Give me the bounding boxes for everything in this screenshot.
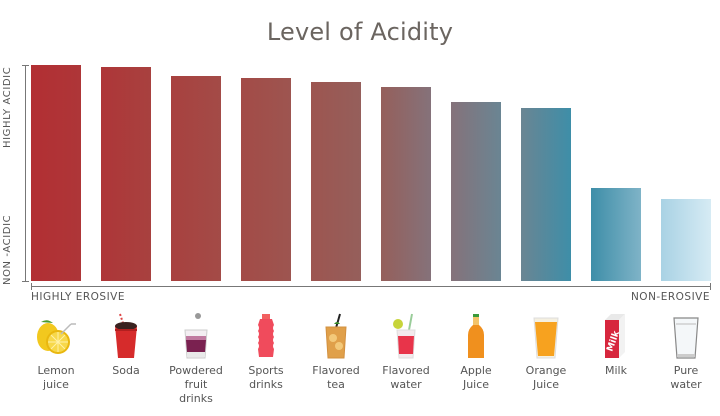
beverage-label-line: fruit: [184, 378, 208, 391]
x-axis-right-tick: [710, 283, 711, 290]
iced-tea-glass-icon: [311, 312, 361, 360]
y-axis-line: [25, 65, 26, 281]
apple-juice-bottle-icon: [451, 312, 501, 360]
beverage-item: Powdered fruit drinks: [161, 312, 231, 406]
beverage-item: Flavored water: [371, 312, 441, 392]
y-label-non-acidic: NON -ACIDIC: [2, 214, 13, 285]
y-axis-top-tick: [22, 65, 29, 66]
beverage-item: Lemon juice: [21, 312, 91, 392]
chart-title: Level of Acidity: [266, 18, 454, 46]
x-label-highly-erosive: HIGHLY EROSIVE: [31, 291, 126, 303]
bar-milk: [591, 188, 641, 281]
beverage-label-line: Juice: [462, 378, 490, 391]
beverage-label-line: Powdered: [169, 364, 223, 377]
beverage-item: Flavored tea: [301, 312, 371, 392]
beverage-label-line: Juice: [532, 378, 560, 391]
water-glass-icon: [661, 312, 711, 360]
beverage-label-line: Apple: [460, 364, 492, 377]
bar-lemon-juice: [31, 65, 81, 281]
x-axis-line: [31, 286, 711, 287]
soda-cup-icon: [101, 312, 151, 360]
x-axis-left-tick: [31, 283, 32, 290]
beverage-label-line: water: [390, 378, 422, 391]
beverage-label-line: drinks: [179, 392, 213, 405]
beverage-label: Milk: [581, 364, 651, 378]
bar-apple-juice: [451, 102, 501, 281]
bar-powdered-fruit-drinks: [171, 76, 221, 281]
bar-flavored-tea: [311, 82, 361, 281]
beverage-label: Sports drinks: [231, 364, 301, 392]
beverage-label-line: juice: [43, 378, 69, 391]
flavored-water-glass-icon: [381, 312, 431, 360]
lemon-icon: [31, 312, 81, 360]
beverage-label: Orange Juice: [511, 364, 581, 392]
beverage-item: Pure water: [651, 312, 720, 392]
beverage-label: Flavored water: [371, 364, 441, 392]
x-label-non-erosive: NON-EROSIVE: [630, 291, 710, 303]
beverage-label-line: Soda: [112, 364, 140, 377]
bar-pure-water: [661, 199, 711, 281]
beverage-label: Flavored tea: [301, 364, 371, 392]
y-axis-bottom-tick: [22, 281, 29, 282]
beverage-label-line: water: [670, 378, 702, 391]
beverage-label-line: Pure: [673, 364, 699, 377]
y-label-highly-acidic: HIGHLY ACIDIC: [2, 66, 13, 148]
beverage-label: Powdered fruit drinks: [161, 364, 231, 406]
beverage-label-line: tea: [327, 378, 345, 391]
beverage-label: Apple Juice: [441, 364, 511, 392]
orange-juice-glass-icon: [521, 312, 571, 360]
beverage-label-line: Lemon: [37, 364, 75, 377]
beverage-item: Orange Juice: [511, 312, 581, 392]
beverage-item: Soda: [91, 312, 161, 378]
beverage-label-line: Sports: [248, 364, 284, 377]
beverage-label-line: Flavored: [382, 364, 430, 377]
beverage-label-line: Milk: [605, 364, 627, 377]
beverage-label: Lemon juice: [21, 364, 91, 392]
beverage-item: Sports drinks: [231, 312, 301, 392]
bar-flavored-water: [381, 87, 431, 281]
bar-sports-drinks: [241, 78, 291, 281]
beverage-item: Milk Milk: [581, 312, 651, 378]
beverage-item: Apple Juice: [441, 312, 511, 392]
beverage-label-line: drinks: [249, 378, 283, 391]
milk-carton-icon: Milk: [591, 312, 641, 360]
bar-soda: [101, 67, 151, 281]
beverage-label: Pure water: [651, 364, 720, 392]
beverage-label-line: Orange: [525, 364, 567, 377]
beverage-label-line: Flavored: [312, 364, 360, 377]
bar-orange-juice: [521, 108, 571, 281]
beverage-label: Soda: [91, 364, 161, 378]
sports-drink-bottle-icon: [241, 312, 291, 360]
powdered-drink-glass-icon: [171, 312, 221, 360]
